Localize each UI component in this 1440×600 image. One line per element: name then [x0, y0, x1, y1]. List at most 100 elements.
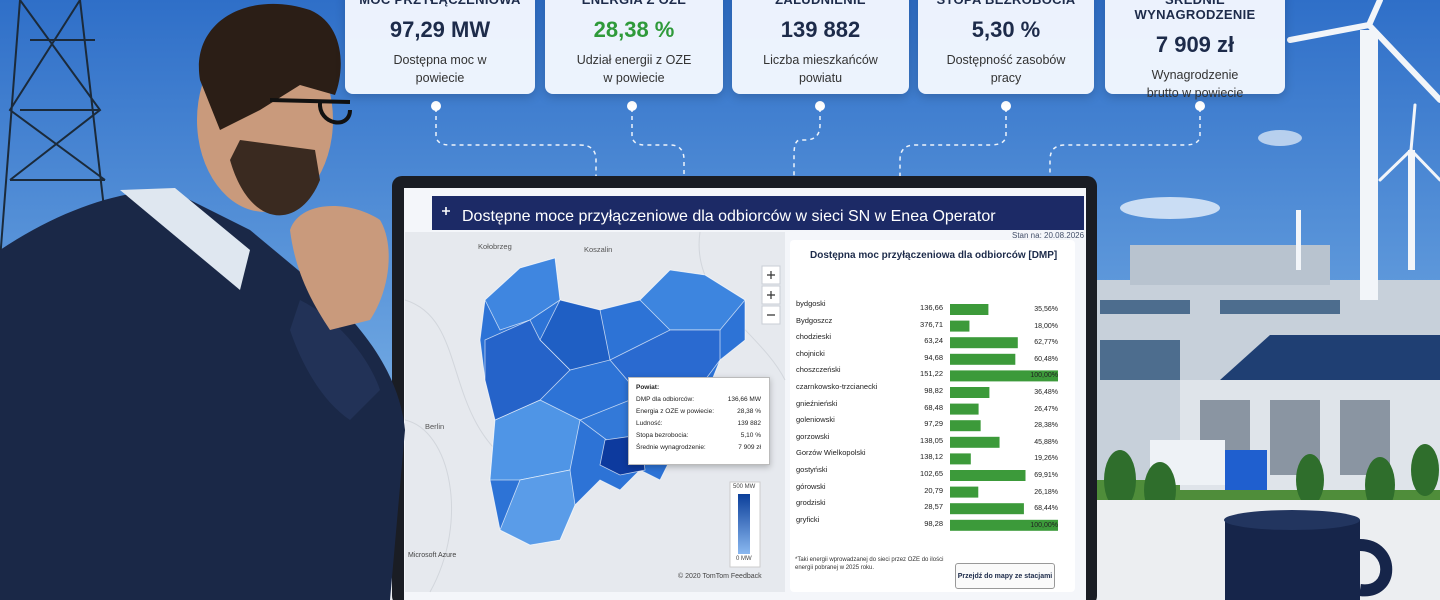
kpi-value: 28,38 %: [593, 17, 675, 42]
row-oze-label: 100,00%: [1030, 372, 1058, 380]
oze-bar: [950, 519, 1058, 531]
row-oze-label: 28,38%: [1034, 422, 1058, 430]
row-dmp: 63,24: [924, 336, 943, 346]
kpi-card: ENERGIA Z OZE 28,38 % Udział energii z OZE…: [545, 0, 723, 94]
oze-bar: [950, 503, 1024, 515]
row-name: gryficki: [796, 514, 820, 524]
map-place: Berlin: [425, 422, 445, 431]
map-attribution: © 2020 TomTom Feedback: [678, 573, 762, 580]
oze-bar: [950, 387, 990, 398]
row-dmp: 97,29: [924, 419, 943, 429]
tooltip-value: 136,66 MW: [727, 396, 761, 403]
row-name: grodziski: [796, 498, 826, 508]
row-dmp: 94,68: [924, 352, 943, 362]
tooltip-key: Ludność:: [636, 420, 663, 427]
kpi-label: ŚREDNIE WYNAGRODZENIE: [1134, 0, 1256, 22]
table-title: Dostępna moc przyłączeniowa dla odbiorcó…: [810, 250, 1058, 261]
row-dmp: 98,82: [924, 386, 943, 395]
legend-min: 0 MW: [736, 556, 752, 562]
kpi-description: Liczba mieszkańców powiatu: [763, 53, 878, 85]
tooltip-row: Średnie wynagrodzenie: 7 909 zł: [636, 444, 761, 451]
kpi-value: 5,30 %: [971, 17, 1041, 42]
map-attribution: Microsoft Azure: [408, 552, 457, 559]
tooltip-row: Stopa bezrobocia: 5,10 %: [636, 432, 761, 439]
row-name: bydgoski: [796, 299, 826, 308]
kpi-label: MOC PRZYŁĄCZENIOWA: [345, 0, 535, 7]
row-name: Gorzów Wielkopolski: [796, 448, 866, 458]
table-header: Energia z OZE w powiecie [%]: [955, 270, 1057, 279]
kpi-card: MOC PRZYŁĄCZENIOWA 97,29 MW Dostępna moc w…: [345, 0, 535, 94]
legend-max: 500 MW: [733, 484, 756, 490]
oze-bar: [950, 486, 979, 498]
oze-bar: [950, 370, 1058, 382]
row-name: czarnkowsko-trzcianecki: [796, 382, 878, 391]
oze-bar: [950, 420, 981, 432]
row-oze-label: 36,48%: [1034, 389, 1058, 396]
kpi-value: 139 882: [780, 17, 861, 42]
row-dmp: 20,79: [924, 485, 943, 495]
row-oze-label: 62,77%: [1034, 339, 1058, 347]
oze-bar: [950, 337, 1018, 349]
kpi-label: STOPA BEZROBOCIA: [918, 0, 1094, 7]
oze-bar: [950, 470, 1026, 481]
oze-bar: [950, 403, 979, 415]
row-name: Bydgoszcz: [796, 315, 833, 325]
dashboard-title: Dostępne moce przyłączeniowe dla odbiorc…: [462, 208, 996, 225]
dashboard-date: Stan na: 20.08.2026: [1012, 231, 1085, 240]
tooltip-value: 28,38 %: [737, 408, 761, 415]
row-oze-label: 45,88%: [1034, 438, 1058, 446]
row-oze-label: 19,26%: [1034, 455, 1058, 463]
tooltip-key: Stopa bezrobocia:: [636, 432, 689, 439]
map-button[interactable]: Przejdź do mapy ze stacjami: [955, 563, 1055, 589]
row-oze-label: 35,56%: [1034, 306, 1058, 313]
row-oze-label: 26,18%: [1034, 488, 1058, 496]
tooltip-title: Powiat:: [636, 384, 660, 391]
row-oze-label: 26,47%: [1034, 405, 1058, 413]
row-dmp: 138,05: [920, 435, 943, 445]
table-header: Powiat: [823, 270, 847, 279]
table-header: DMP dla odbiorców [MW]: [880, 270, 946, 288]
row-dmp: 138,12: [920, 452, 943, 462]
map-place: Kołobrzeg: [478, 242, 512, 251]
tooltip-value: 7 909 zł: [738, 444, 761, 451]
row-oze-label: 100,00%: [1030, 521, 1058, 529]
tooltip-key: Energia z OZE w powiecie:: [636, 408, 715, 415]
kpi-card: STOPA BEZROBOCIA 5,30 % Dostępność zasobów…: [918, 0, 1094, 94]
kpi-card: ŚREDNIE WYNAGRODZENIE 7 909 zł Wynagrodzen…: [1105, 0, 1285, 100]
tooltip-key: Średnie wynagrodzenie:: [636, 444, 706, 451]
row-dmp: 28,57: [924, 502, 943, 512]
table-panel: [790, 240, 1075, 592]
kpi-description: Dostępność zasobów pracy: [946, 53, 1066, 85]
row-name: chodzieski: [796, 332, 832, 342]
kpi-label: ZALUDNIENIE: [732, 0, 909, 7]
oze-bar: [950, 453, 971, 465]
kpi-label: ENERGIA Z OZE: [545, 0, 723, 7]
kpi-value: 97,29 MW: [389, 17, 491, 42]
oze-bar: [950, 320, 970, 332]
tooltip-value: 139 882: [737, 420, 762, 427]
row-name: choszczeński: [796, 365, 841, 375]
row-dmp: 102,65: [920, 469, 943, 478]
row-dmp: 136,66: [920, 303, 943, 312]
oze-bar: [950, 436, 1000, 448]
tooltip-row: DMP dla odbiorców: 136,66 MW: [636, 396, 761, 403]
row-name: gnieźnieński: [796, 398, 838, 408]
row-name: goleniowski: [796, 415, 835, 425]
kpi-description: Udział energii z OZE w powiecie: [576, 53, 692, 85]
row-name: chojnicki: [796, 348, 825, 358]
row-oze-label: 18,00%: [1034, 322, 1058, 330]
kpi-card: ZALUDNIENIE 139 882 Liczba mieszkańców pow…: [732, 0, 909, 94]
row-dmp: 68,48: [924, 402, 943, 412]
kpi-description: Wynagrodzenie brutto w powiecie: [1146, 68, 1244, 100]
row-dmp: 151,22: [920, 369, 943, 379]
tooltip-row: Energia z OZE w powiecie: 28,38 %: [636, 408, 761, 415]
row-name: gorzowski: [796, 431, 830, 441]
row-name: górowski: [796, 481, 826, 491]
row-dmp: 376,71: [920, 319, 943, 329]
row-oze-label: 68,44%: [1034, 505, 1058, 513]
map-tooltip: Powiat: DMP dla odbiorców: 136,66 MW Energ…: [628, 377, 770, 465]
kpi-value: 7 909 zł: [1155, 32, 1235, 57]
row-oze-label: 60,48%: [1034, 355, 1058, 363]
